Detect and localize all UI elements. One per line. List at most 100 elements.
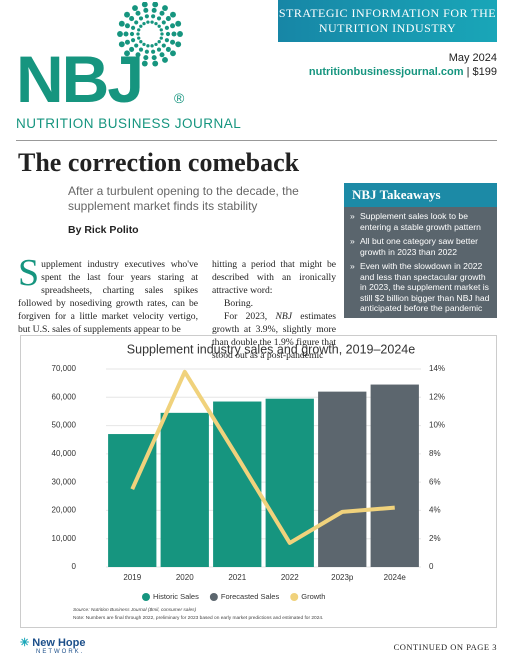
logo-dot [143, 7, 149, 13]
x-tick-label: 2019 [123, 573, 141, 582]
logo-dot [160, 32, 164, 36]
y2-tick-label: 12% [429, 392, 445, 401]
logo-dot [164, 38, 170, 43]
logo-dot [136, 32, 140, 36]
logo-dot [132, 5, 138, 11]
logo-dot [151, 7, 157, 13]
date: May 2024 [448, 52, 497, 64]
text: NBJ [275, 311, 293, 322]
logo-dot [164, 25, 170, 30]
banner: STRATEGIC INFORMATION FOR THE NUTRITION … [278, 0, 497, 42]
logo-dot [124, 11, 130, 18]
logo-dot [152, 60, 159, 67]
logo-dot [142, 21, 146, 26]
banner-text: STRATEGIC INFORMATION FOR THE NUTRITION … [278, 6, 497, 35]
text: For 2023, [224, 311, 276, 322]
logo-dot [139, 40, 143, 44]
legend-label: Historic Sales [153, 592, 199, 601]
logo-dot [124, 23, 130, 29]
bar [318, 391, 367, 567]
logo-dot [129, 46, 135, 52]
takeaways-box: NBJ Takeaways Supplement sales look to b… [344, 183, 497, 318]
logo-dot [146, 20, 150, 24]
logo-dot [171, 31, 177, 37]
growth-line [130, 369, 395, 545]
y-tick-label: 40,000 [52, 449, 77, 458]
logo-dot [170, 50, 176, 57]
text: estimates growth at 3.9%, slightly more … [212, 311, 336, 361]
y-tick-label: 0 [72, 562, 77, 571]
logo-dot [156, 16, 162, 21]
bar [370, 384, 419, 567]
logo-dot [138, 16, 144, 21]
logo-dot [144, 14, 149, 19]
y-tick-label: 20,000 [52, 506, 77, 515]
logo-dot [159, 52, 165, 58]
site-line: nutritionbusinessjournal.com | $199 [309, 66, 497, 78]
logo-dot [159, 28, 163, 32]
y2-tick-label: 8% [429, 449, 441, 458]
x-tick-label: 2022 [281, 573, 299, 582]
logo-dot [162, 5, 168, 11]
logo-dot [118, 41, 125, 48]
continued: CONTINUED ON PAGE 3 [393, 642, 497, 652]
logo-dot [170, 23, 176, 29]
logo-dot [175, 20, 182, 27]
logo-dot [161, 43, 166, 48]
body-column: Supplement industry executives who've sp… [18, 252, 198, 335]
logo-dot [146, 44, 150, 48]
logo: NBJ [16, 42, 144, 116]
x-tick-label: 2023p [331, 573, 354, 582]
logo-dot [137, 36, 141, 40]
y2-tick-label: 2% [429, 534, 441, 543]
takeaway: Even with the slowdown in 2022 and less … [350, 261, 491, 314]
logo-dot [123, 31, 129, 37]
y-tick-label: 70,000 [52, 364, 77, 373]
logo-dot [144, 49, 149, 54]
logo-dot [165, 46, 171, 52]
legend-swatch [290, 593, 299, 601]
bar [160, 412, 209, 567]
bar [265, 398, 314, 567]
x-tick-label: 2024e [384, 573, 407, 582]
y-tick-label: 30,000 [52, 477, 77, 486]
logo-dot [118, 20, 125, 27]
legend-label: Forecasted Sales [221, 592, 280, 601]
takeaway: Supplement sales look to be entering a s… [350, 211, 491, 232]
y2-tick-label: 0 [429, 562, 434, 571]
logo-dot [143, 55, 149, 61]
logo-dot [154, 21, 158, 26]
logo-dot [151, 49, 156, 54]
logo-dot [130, 38, 136, 43]
logo-dot [170, 39, 176, 45]
title: The correction comeback [18, 148, 300, 177]
logo-dot [150, 44, 154, 48]
logo-dot [130, 25, 136, 30]
logo-dot [152, 2, 159, 8]
logo-dot [124, 39, 130, 45]
logo-dot [151, 14, 156, 19]
logo-dot [157, 24, 161, 28]
legend-swatch [209, 593, 218, 601]
x-tick-label: 2020 [176, 573, 194, 582]
logo-dot [141, 2, 148, 8]
paragraph: hitting a period that might be described… [212, 259, 336, 296]
logo-dot [137, 28, 141, 32]
logo-dot [159, 10, 165, 16]
source: Source: Nutrition Business Journal ($mil… [73, 607, 197, 613]
publication: NUTRITION BUSINESS JOURNAL [16, 116, 242, 131]
logo-dot [159, 36, 163, 40]
y-tick-label: 50,000 [52, 421, 77, 430]
logo-dot [129, 16, 135, 22]
paragraph: For 2023, NBJ estimates growth at 3.9%, … [212, 310, 336, 362]
logo-burst [117, 2, 183, 67]
logo-dot [134, 20, 139, 25]
logo-dot [154, 42, 158, 47]
logo-dot [132, 57, 138, 63]
y-tick-label: 10,000 [52, 534, 77, 543]
logo-dot [141, 60, 148, 67]
legend-swatch [142, 593, 150, 601]
chart: Supplement industry sales and growth, 20… [20, 335, 497, 628]
logo-dot [151, 55, 157, 61]
